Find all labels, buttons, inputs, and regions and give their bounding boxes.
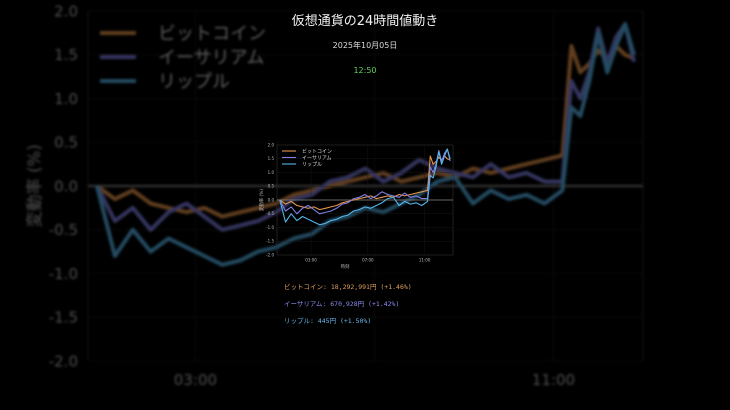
y-tick-label: 1.5 (54, 46, 78, 64)
y-tick-label: 1.5 (268, 156, 275, 161)
legend-label: ビットコイン (158, 23, 266, 44)
legend-label: イーサリアム (158, 47, 264, 68)
legend-label: イーサリアム (302, 155, 332, 161)
ethereum-price: イーサリアム: 670,928円 (+1.42%) (284, 300, 400, 308)
y-tick-label: -1.5 (49, 309, 78, 327)
y-tick-label: -1.0 (266, 225, 274, 230)
series-line-0 (279, 155, 451, 211)
series-line-1 (279, 148, 451, 215)
y-tick-label: -0.5 (49, 221, 78, 239)
y-tick-label: 0.0 (54, 177, 78, 195)
y-tick-label: 0.0 (268, 197, 275, 202)
y-tick-label: 2.0 (54, 2, 78, 20)
y-tick-label: -0.5 (266, 211, 274, 216)
y-tick-label: 1.0 (54, 90, 78, 108)
series-line-2 (279, 148, 451, 226)
ripple-price: リップル: 445円 (+1.50%) (284, 317, 372, 325)
x-tick-label: 11:00 (532, 371, 575, 389)
x-tick-label: 11:00 (419, 257, 431, 262)
y-tick-label: 0.5 (268, 184, 275, 189)
y-tick-label: 1.0 (268, 170, 275, 175)
y-tick-label: 2.0 (268, 142, 275, 147)
legend-label: リップル (158, 71, 230, 92)
x-tick-label: 03:00 (174, 371, 217, 389)
y-tick-label: -1.0 (49, 265, 78, 283)
series-line-0 (95, 44, 635, 219)
x-tick-label: 03:00 (305, 257, 317, 262)
y-axis-label: 変動率 (%) (25, 144, 44, 227)
page-title: 仮想通貨の24時間値動き (291, 14, 439, 29)
y-axis-label: 変動率 (%) (258, 189, 265, 211)
price-change-chart: 2.0 1.5 1.0 0.5 0.0 -0.5 -1.0 -1.5 -2.0 03:00 07:0… (258, 142, 454, 270)
plot-frame (87, 10, 644, 362)
y-tick-label: -1.5 (266, 239, 274, 244)
y-tick-label: 0.5 (54, 134, 78, 152)
series-line-1 (95, 22, 636, 232)
time-label: 12:50 (353, 66, 377, 75)
legend-label: リップル (302, 162, 322, 168)
x-tick-label: 07:00 (362, 257, 374, 262)
y-tick-label: -2.0 (49, 352, 78, 370)
bitcoin-price: ビットコイン: 18,292,991円 (+1.46%) (284, 283, 412, 291)
y-tick-label: -2.0 (266, 252, 274, 257)
date-label: 2025年10月05日 (332, 41, 398, 50)
x-axis-label: 時刻 (341, 263, 350, 270)
legend-label: ビットコイン (302, 148, 332, 155)
